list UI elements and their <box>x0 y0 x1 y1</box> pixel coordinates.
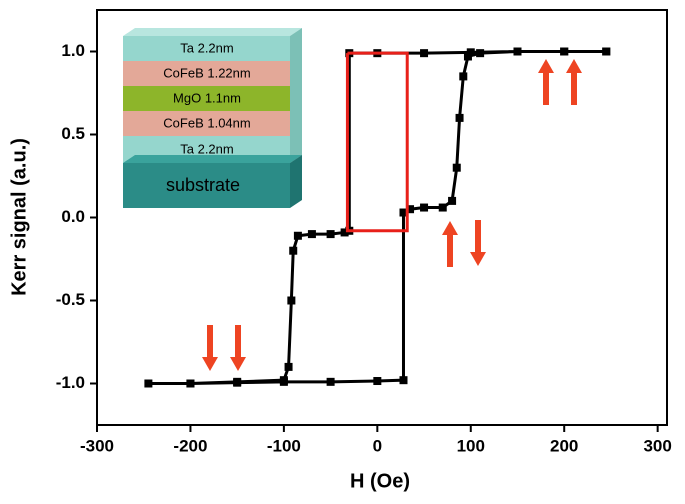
marker <box>466 48 475 57</box>
layer-label: substrate <box>166 175 240 195</box>
marker <box>420 49 429 58</box>
layer-label: Ta 2.2nm <box>180 141 233 156</box>
y-tick-label: -0.5 <box>56 290 85 309</box>
x-tick-label: -100 <box>267 436 301 455</box>
layer-label: CoFeB 1.22nm <box>163 65 250 80</box>
substrate-side <box>290 155 302 208</box>
inset-side <box>290 28 302 163</box>
layer <box>123 36 290 61</box>
marker <box>186 379 195 388</box>
x-tick-label: 100 <box>457 436 485 455</box>
inset: Ta 2.2nm CoFeB 1.22nm MgO 1.1nm CoFeB 1.… <box>123 28 302 208</box>
y-tick-label: 1.0 <box>61 41 85 60</box>
marker <box>289 246 298 255</box>
x-tick-label: 0 <box>373 436 382 455</box>
marker <box>459 72 468 81</box>
layer-label: MgO 1.1nm <box>173 90 241 105</box>
series-line <box>345 51 409 233</box>
marker <box>307 230 316 239</box>
layer <box>123 61 290 86</box>
marker <box>399 376 408 385</box>
arrow-up <box>538 59 554 105</box>
marker <box>513 47 522 56</box>
x-tick-label: 300 <box>643 436 671 455</box>
marker <box>340 228 349 237</box>
layer <box>123 111 290 136</box>
arrow-down <box>230 325 246 371</box>
layer-label: Ta 2.2nm <box>180 40 233 55</box>
marker <box>420 203 429 212</box>
marker <box>448 196 457 205</box>
marker <box>326 230 335 239</box>
marker <box>326 377 335 386</box>
layer-label: CoFeB 1.04nm <box>163 115 250 130</box>
y-axis-label: Kerr signal (a.u.) <box>8 138 30 296</box>
marker <box>452 163 461 172</box>
marker <box>233 378 242 387</box>
marker <box>287 296 296 305</box>
layer <box>123 86 290 111</box>
marker <box>560 47 569 56</box>
arrow-up <box>442 221 458 267</box>
x-tick-label: -200 <box>173 436 207 455</box>
arrow-up <box>566 59 582 105</box>
y-tick-label: 0.5 <box>61 124 85 143</box>
x-tick-label: -300 <box>80 436 114 455</box>
marker <box>284 362 293 371</box>
marker <box>406 205 415 214</box>
arrow-down <box>470 220 486 266</box>
substrate-top <box>123 155 302 163</box>
arrow-down <box>202 325 218 371</box>
marker <box>279 377 288 386</box>
marker <box>293 231 302 240</box>
marker <box>455 113 464 122</box>
marker <box>399 208 408 217</box>
marker <box>602 47 611 56</box>
y-tick-label: -1.0 <box>56 373 85 392</box>
marker <box>438 203 447 212</box>
arrows <box>202 59 582 371</box>
inset-top <box>123 28 302 36</box>
marker <box>476 49 485 58</box>
marker <box>144 379 153 388</box>
substrate <box>123 163 290 208</box>
marker <box>373 377 382 386</box>
y-tick-label: 0.0 <box>61 207 85 226</box>
series-line <box>148 50 607 385</box>
marker <box>463 52 472 61</box>
x-axis-label: H (Oe) <box>350 470 410 492</box>
x-tick-label: 200 <box>550 436 578 455</box>
